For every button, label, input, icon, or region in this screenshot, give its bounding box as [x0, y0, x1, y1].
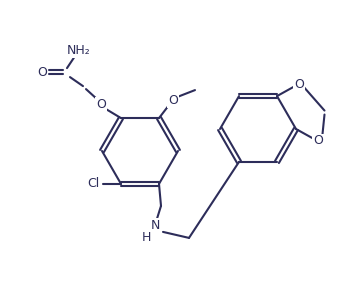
Text: O: O	[37, 66, 47, 79]
Text: NH₂: NH₂	[67, 43, 91, 57]
Text: O: O	[168, 94, 178, 107]
Text: O: O	[96, 98, 106, 111]
Text: O: O	[313, 134, 323, 147]
Text: H: H	[141, 231, 151, 244]
Text: O: O	[294, 78, 304, 91]
Text: Cl: Cl	[87, 178, 99, 190]
Text: N: N	[150, 219, 160, 233]
